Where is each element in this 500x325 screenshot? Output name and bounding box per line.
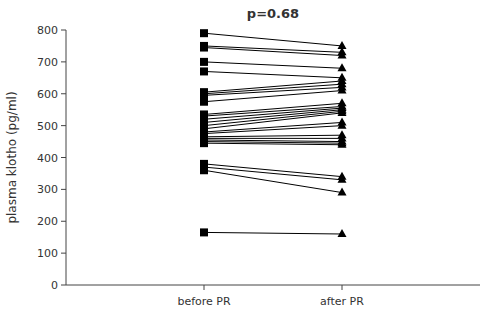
- marker-triangle: [338, 188, 347, 196]
- marker-square: [200, 29, 208, 37]
- y-tick-label: 0: [51, 279, 58, 292]
- y-tick-label: 300: [37, 183, 58, 196]
- y-tick: [61, 125, 66, 126]
- marker-triangle: [338, 229, 347, 237]
- marker-triangle: [338, 140, 347, 148]
- y-tick: [61, 30, 66, 31]
- pair-line: [204, 164, 342, 177]
- y-tick-label: 600: [37, 88, 58, 101]
- y-tick: [61, 253, 66, 254]
- y-tick-label: 400: [37, 152, 58, 165]
- pair-line: [204, 103, 342, 114]
- marker-square: [200, 58, 208, 66]
- pair-line: [204, 143, 342, 145]
- pair-line: [204, 87, 342, 95]
- marker-square: [200, 98, 208, 106]
- marker-triangle: [338, 121, 347, 129]
- pair-line: [204, 232, 342, 234]
- y-tick-label: 800: [37, 24, 58, 37]
- marker-square: [200, 67, 208, 75]
- pair-lines: [204, 33, 342, 234]
- pair-line: [204, 138, 342, 139]
- marker-triangle: [338, 86, 347, 94]
- marker-square: [200, 139, 208, 147]
- pair-markers: [200, 29, 347, 237]
- axes: 0 100 200 300 400 500 600 700 800 before PR after …: [37, 24, 480, 308]
- pair-line: [204, 71, 342, 77]
- pair-line: [204, 48, 342, 56]
- y-tick: [61, 157, 66, 158]
- y-axis-label: plasma klotho (pg/ml): [5, 91, 19, 223]
- data-marks: [200, 29, 347, 237]
- marker-triangle: [338, 175, 347, 183]
- y-tick: [61, 221, 66, 222]
- pair-line: [204, 91, 342, 102]
- y-tick-label: 100: [37, 247, 58, 260]
- x-tick: [204, 285, 205, 290]
- marker-square: [200, 44, 208, 52]
- marker-triangle: [338, 108, 347, 116]
- pair-line: [204, 81, 342, 92]
- x-axis-line: [66, 285, 480, 286]
- y-tick-label: 200: [37, 215, 58, 228]
- y-tick-label: 500: [37, 120, 58, 133]
- y-tick-label: 700: [37, 56, 58, 69]
- y-tick: [61, 61, 66, 62]
- y-tick: [61, 285, 66, 286]
- pair-line: [204, 33, 342, 46]
- pair-line: [204, 170, 342, 192]
- title: p=0.68: [247, 6, 299, 21]
- pair-line: [204, 126, 342, 134]
- marker-triangle: [338, 51, 347, 59]
- pair-line: [204, 135, 342, 137]
- marker-square: [200, 166, 208, 174]
- x-tick: [342, 285, 343, 290]
- marker-triangle: [338, 63, 347, 71]
- y-tick: [61, 189, 66, 190]
- y-tick: [61, 93, 66, 94]
- pair-line: [204, 62, 342, 68]
- chart-container: 0 100 200 300 400 500 600 700 800 before PR after …: [0, 0, 500, 325]
- x-tick-label: after PR: [320, 295, 364, 308]
- x-tick-label: before PR: [177, 295, 231, 308]
- chart-svg: 0 100 200 300 400 500 600 700 800 before PR after …: [0, 0, 500, 325]
- marker-square: [200, 228, 208, 236]
